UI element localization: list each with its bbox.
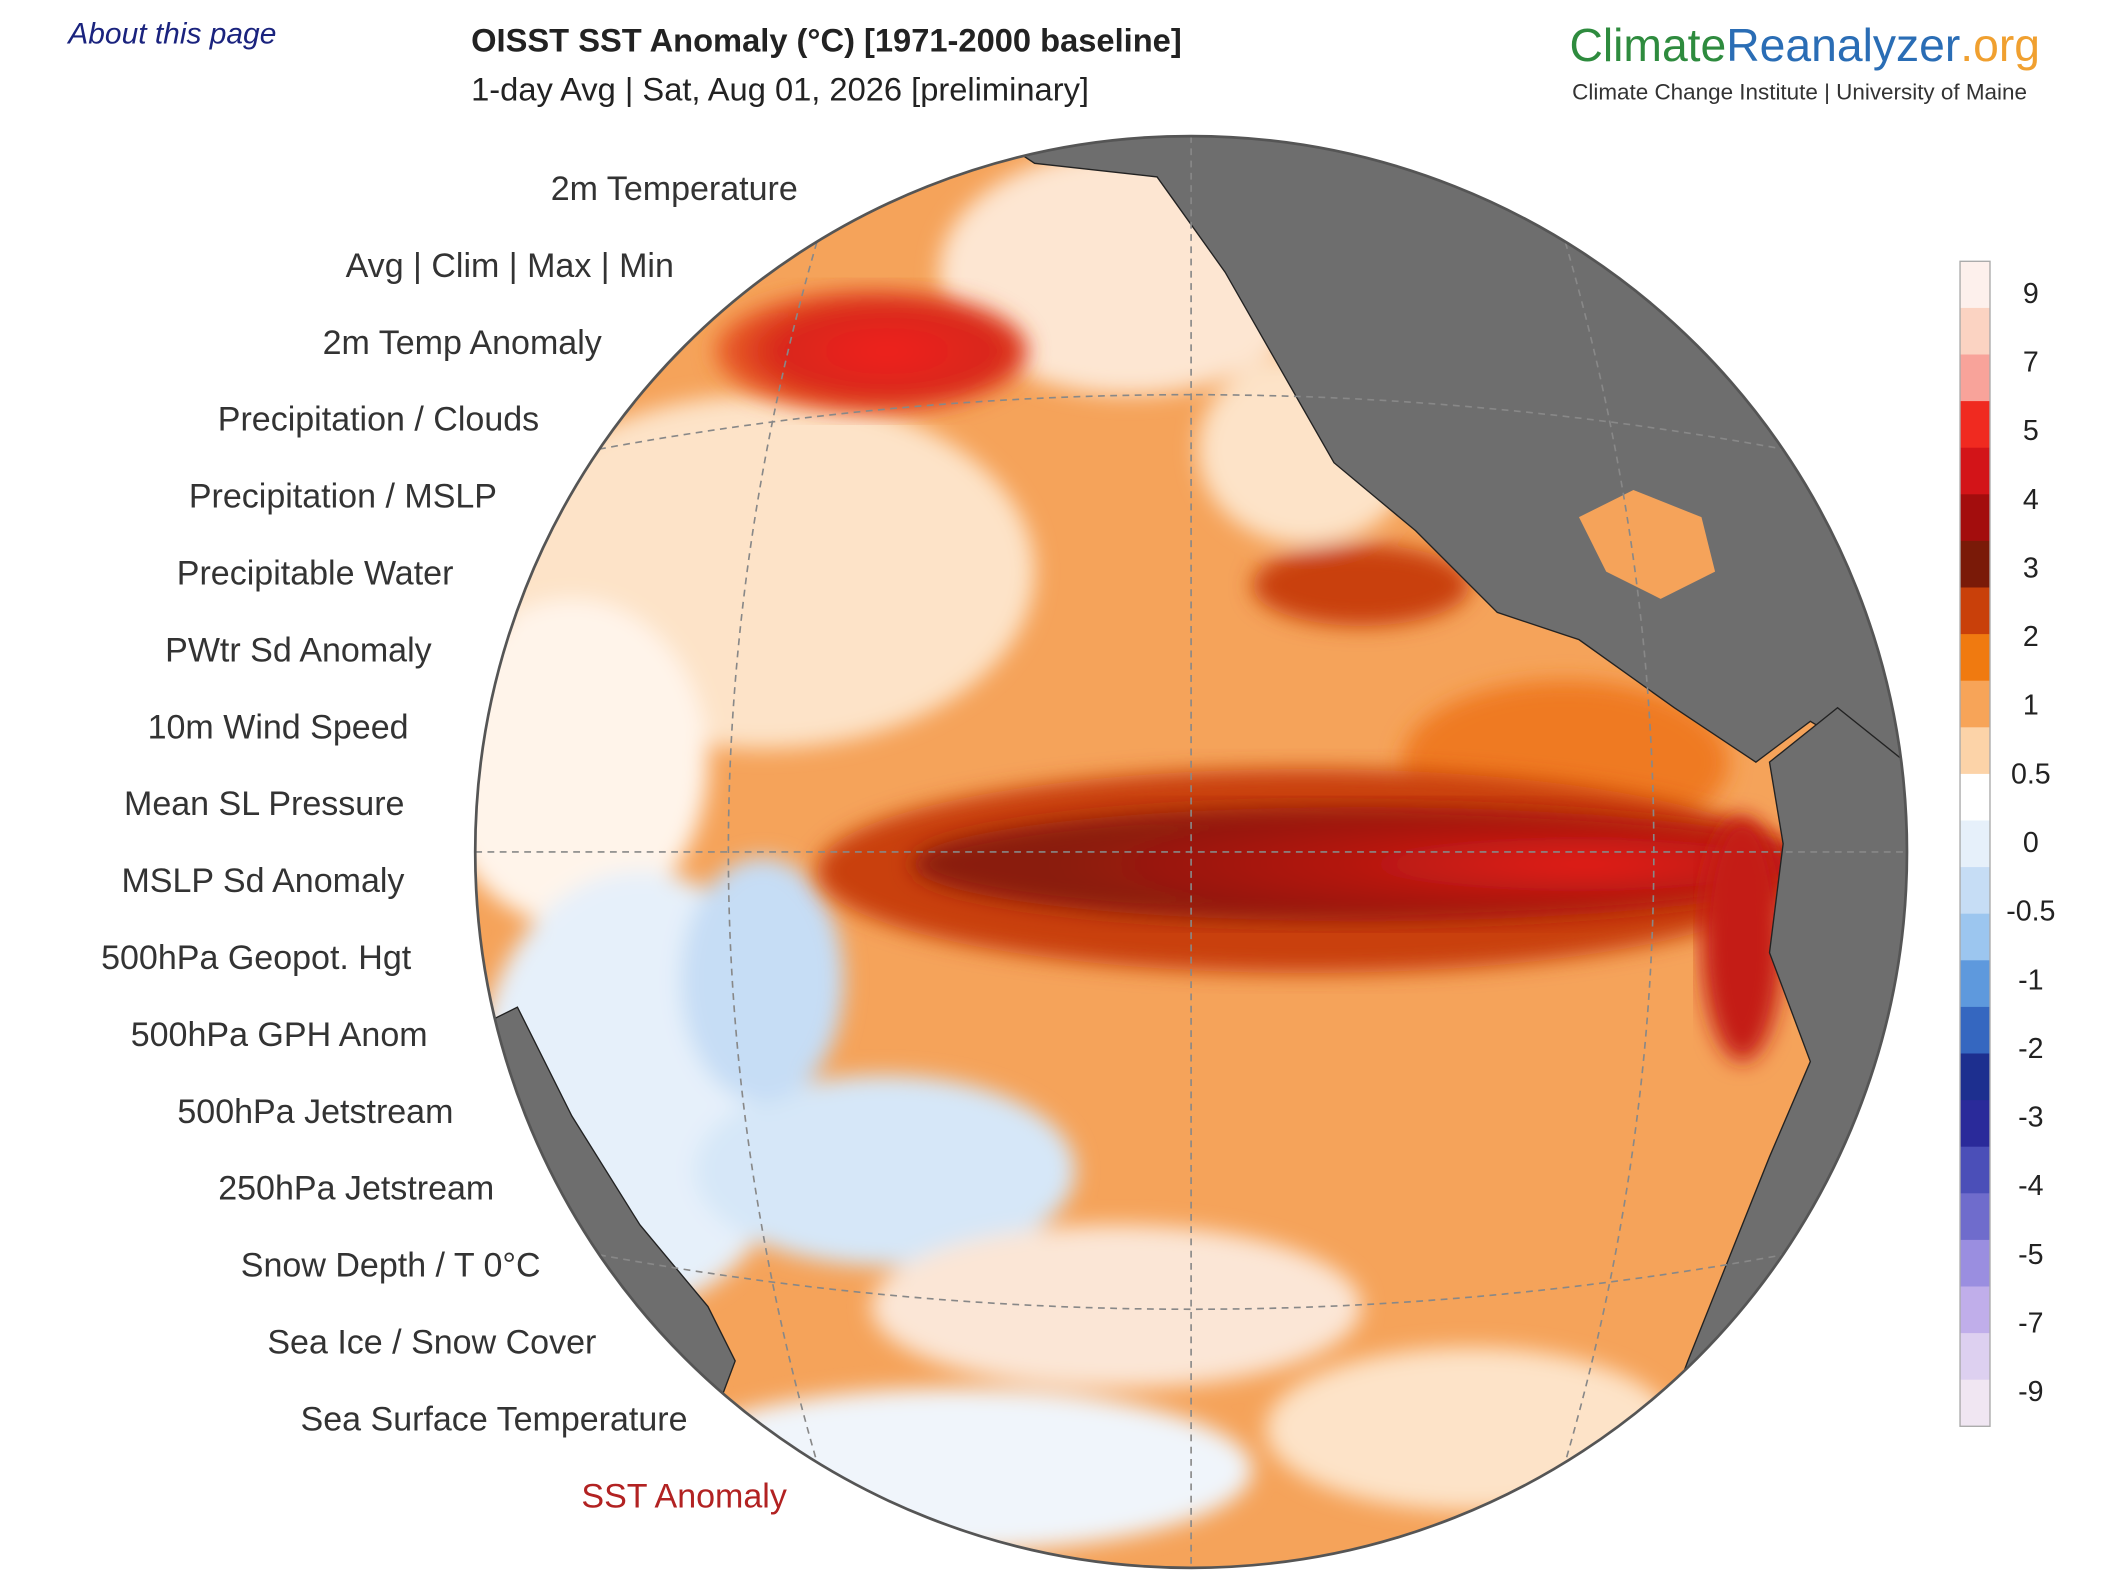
colorbar-label: -4 (2018, 1170, 2044, 1202)
colorbar-label: -3 (2018, 1102, 2043, 1134)
colorbar-segment (1960, 587, 1990, 635)
colorbar-label: -5 (2018, 1239, 2043, 1271)
colorbar-segment (1960, 261, 1990, 309)
colorbar-segment (1960, 1333, 1990, 1381)
colorbar-segment (1960, 540, 1990, 589)
colorbar-segment (1960, 1146, 1990, 1194)
logo-part: .org (1960, 19, 2040, 71)
menu-item[interactable]: Sea Ice / Snow Cover (267, 1323, 596, 1361)
menu-item[interactable]: Precipitation / Clouds (218, 401, 539, 439)
colorbar-segment (1960, 1286, 1990, 1334)
colorbar-label: 0 (2023, 827, 2039, 859)
colorbar-segment (1960, 960, 1990, 1008)
colorbar-segment (1960, 773, 1990, 822)
subtitle: 1-day Avg | Sat, Aug 01, 2026 [prelimina… (471, 71, 1089, 108)
menu-item[interactable]: 10m Wind Speed (148, 708, 409, 746)
warm-band (912, 807, 1811, 922)
warm-blob (714, 289, 1028, 413)
menu-item[interactable]: MSLP Sd Anomaly (121, 862, 404, 900)
menu-item[interactable]: 500hPa Jetstream (177, 1093, 453, 1131)
menu-item[interactable]: Mean SL Pressure (124, 785, 404, 823)
colorbar-segment (1960, 447, 1990, 495)
colorbar-segment (1960, 680, 1990, 728)
colorbar-segment (1960, 307, 1990, 356)
coastal-warm (1701, 816, 1784, 1062)
colorbar-label: -1 (2018, 964, 2043, 996)
menu-item[interactable]: Avg | Clim | Max | Min (346, 247, 674, 285)
menu-item[interactable]: Sea Surface Temperature (301, 1400, 688, 1438)
colorbar-label: 0.5 (2011, 758, 2051, 790)
colorbar-segment (1960, 1193, 1990, 1241)
menu-item[interactable]: 500hPa Geopot. Hgt (101, 939, 412, 977)
colorbar-segment (1960, 1239, 1990, 1288)
colorbar-label: -0.5 (2006, 896, 2055, 928)
colorbar-segment (1960, 913, 1990, 961)
about-link[interactable]: About this page (66, 18, 276, 51)
logo-part: Climate (1569, 19, 1726, 71)
menu-item[interactable]: 250hPa Jetstream (218, 1170, 494, 1208)
menu-item[interactable]: Snow Depth / T 0°C (241, 1247, 541, 1285)
menu-item[interactable]: PWtr Sd Anomaly (165, 631, 432, 669)
colorbar-segment (1960, 354, 1990, 402)
menu: 2m Temperature Avg | Clim | Max | Min 2m T… (101, 170, 798, 1515)
menu-item[interactable]: 500hPa GPH Anom (131, 1016, 428, 1054)
graticule (475, 136, 1907, 1568)
colorbar-segment (1960, 727, 1990, 775)
colorbar-label: 9 (2023, 278, 2039, 310)
colorbar-label: 3 (2023, 552, 2039, 584)
gulf (1578, 489, 1716, 599)
colorbar-label: -7 (2018, 1308, 2043, 1340)
colorbar-label: -9 (2018, 1376, 2043, 1408)
colorbar-segment (1960, 494, 1990, 542)
colorbar-segment (1960, 401, 1990, 449)
colorbar-frame (1959, 260, 1991, 1427)
anomaly-field (475, 149, 1729, 1552)
colorbar-segment (1960, 820, 1990, 868)
colorbar-label: 5 (2023, 415, 2039, 447)
colorbar-label: 2 (2023, 621, 2039, 653)
colorbar: 9 7 5 4 3 2 1 0.5 0 -0.5 -1 -2 -3 -4 -5 -7 -9 (1959, 260, 2055, 1427)
logo-part: Reanalyzer (1726, 19, 1960, 71)
menu-item[interactable]: SST Anomaly (581, 1477, 786, 1515)
globe-map (473, 134, 1909, 1570)
menu-item[interactable]: Precipitation / MSLP (189, 478, 497, 516)
colorbar-segment (1960, 1006, 1990, 1055)
colorbar-label: -2 (2018, 1033, 2043, 1065)
colorbar-label: 4 (2023, 484, 2039, 516)
colorbar-segment (1960, 634, 1990, 682)
colorbar-segment (1960, 1053, 1990, 1101)
globe-outline (473, 134, 1909, 1570)
menu-item[interactable]: 2m Temperature (551, 170, 798, 208)
logo-tagline: Climate Change Institute | University of… (1572, 79, 2027, 104)
colorbar-label: 1 (2023, 690, 2039, 722)
logo[interactable]: ClimateReanalyzer.org (1569, 19, 2040, 71)
menu-item[interactable]: 2m Temp Anomaly (323, 324, 602, 362)
colorbar-segment (1960, 1100, 1990, 1148)
title: OISST SST Anomaly (°C) [1971-2000 baseli… (471, 22, 1182, 59)
colorbar-label: 7 (2023, 347, 2039, 379)
menu-item[interactable]: Precipitable Water (177, 555, 454, 593)
colorbar-segment (1960, 867, 1990, 915)
colorbar-segment (1960, 1379, 1990, 1427)
